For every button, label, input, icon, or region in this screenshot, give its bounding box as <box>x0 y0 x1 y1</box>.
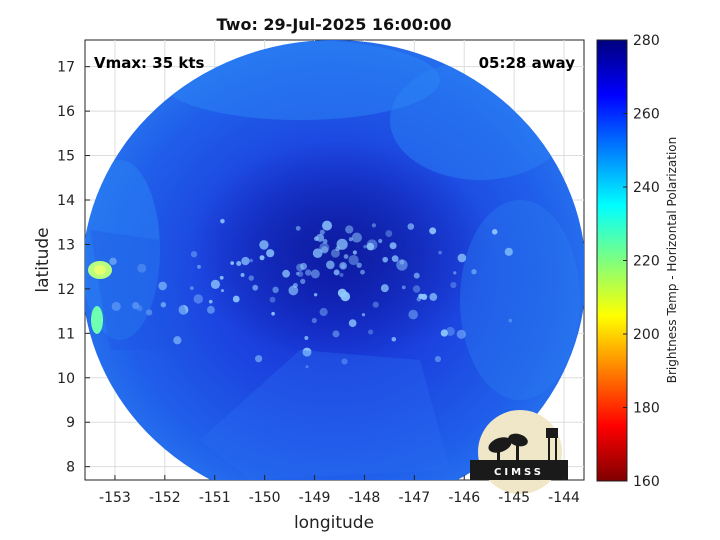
x-axis-label: longitude <box>294 513 374 533</box>
x-tick-label: -145 <box>498 490 530 506</box>
colorbar-tick-label: 160 <box>633 474 660 490</box>
x-tick-label: -148 <box>349 490 381 506</box>
colorbar <box>596 39 628 482</box>
y-tick-label: 9 <box>66 415 75 431</box>
y-tick-label: 8 <box>66 460 75 476</box>
y-tick-label: 11 <box>57 326 75 342</box>
vmax-annotation: Vmax: 35 kts <box>94 54 204 72</box>
x-tick-label: -152 <box>149 490 181 506</box>
cimss-logo: CIMSS <box>470 410 568 494</box>
x-tick-label: -149 <box>299 490 331 506</box>
colorbar-tick-label: 240 <box>633 180 660 196</box>
colorbar-tick-label: 180 <box>633 401 660 417</box>
colorbar-tick-label: 260 <box>633 107 660 123</box>
x-tick-label: -153 <box>99 490 131 506</box>
colorbar-ticks: 160 180 200 220 240 260 280 <box>623 33 660 490</box>
y-tick-label: 14 <box>57 193 75 209</box>
chart-title: Two: 29-Jul-2025 16:00:00 <box>217 15 452 34</box>
y-tick-label: 17 <box>57 60 75 76</box>
x-tick-label: -150 <box>249 490 281 506</box>
y-tick-label: 15 <box>57 149 75 165</box>
y-axis: 8 9 10 11 12 13 14 15 16 17 <box>57 60 90 476</box>
x-tick-label: -146 <box>448 490 480 506</box>
colorbar-tick-label: 220 <box>633 254 660 270</box>
y-tick-label: 13 <box>57 237 75 253</box>
x-tick-label: -151 <box>199 490 231 506</box>
y-tick-label: 10 <box>57 371 75 387</box>
logo-text: CIMSS <box>494 467 544 478</box>
time-away-annotation: 05:28 away <box>479 54 576 72</box>
x-axis: -153 -152 -151 -150 -149 -148 -147 -146 -145 -144 <box>99 475 580 506</box>
y-tick-label: 16 <box>57 104 75 120</box>
colorbar-tick-label: 200 <box>633 327 660 343</box>
x-tick-label: -147 <box>398 490 430 506</box>
x-tick-label: -144 <box>548 490 580 506</box>
y-tick-label: 12 <box>57 282 75 298</box>
colorbar-label: Brightness Temp - Horizontal Polarizatio… <box>665 137 679 384</box>
y-axis-label: latitude <box>33 227 53 292</box>
colorbar-tick-label: 280 <box>633 33 660 49</box>
